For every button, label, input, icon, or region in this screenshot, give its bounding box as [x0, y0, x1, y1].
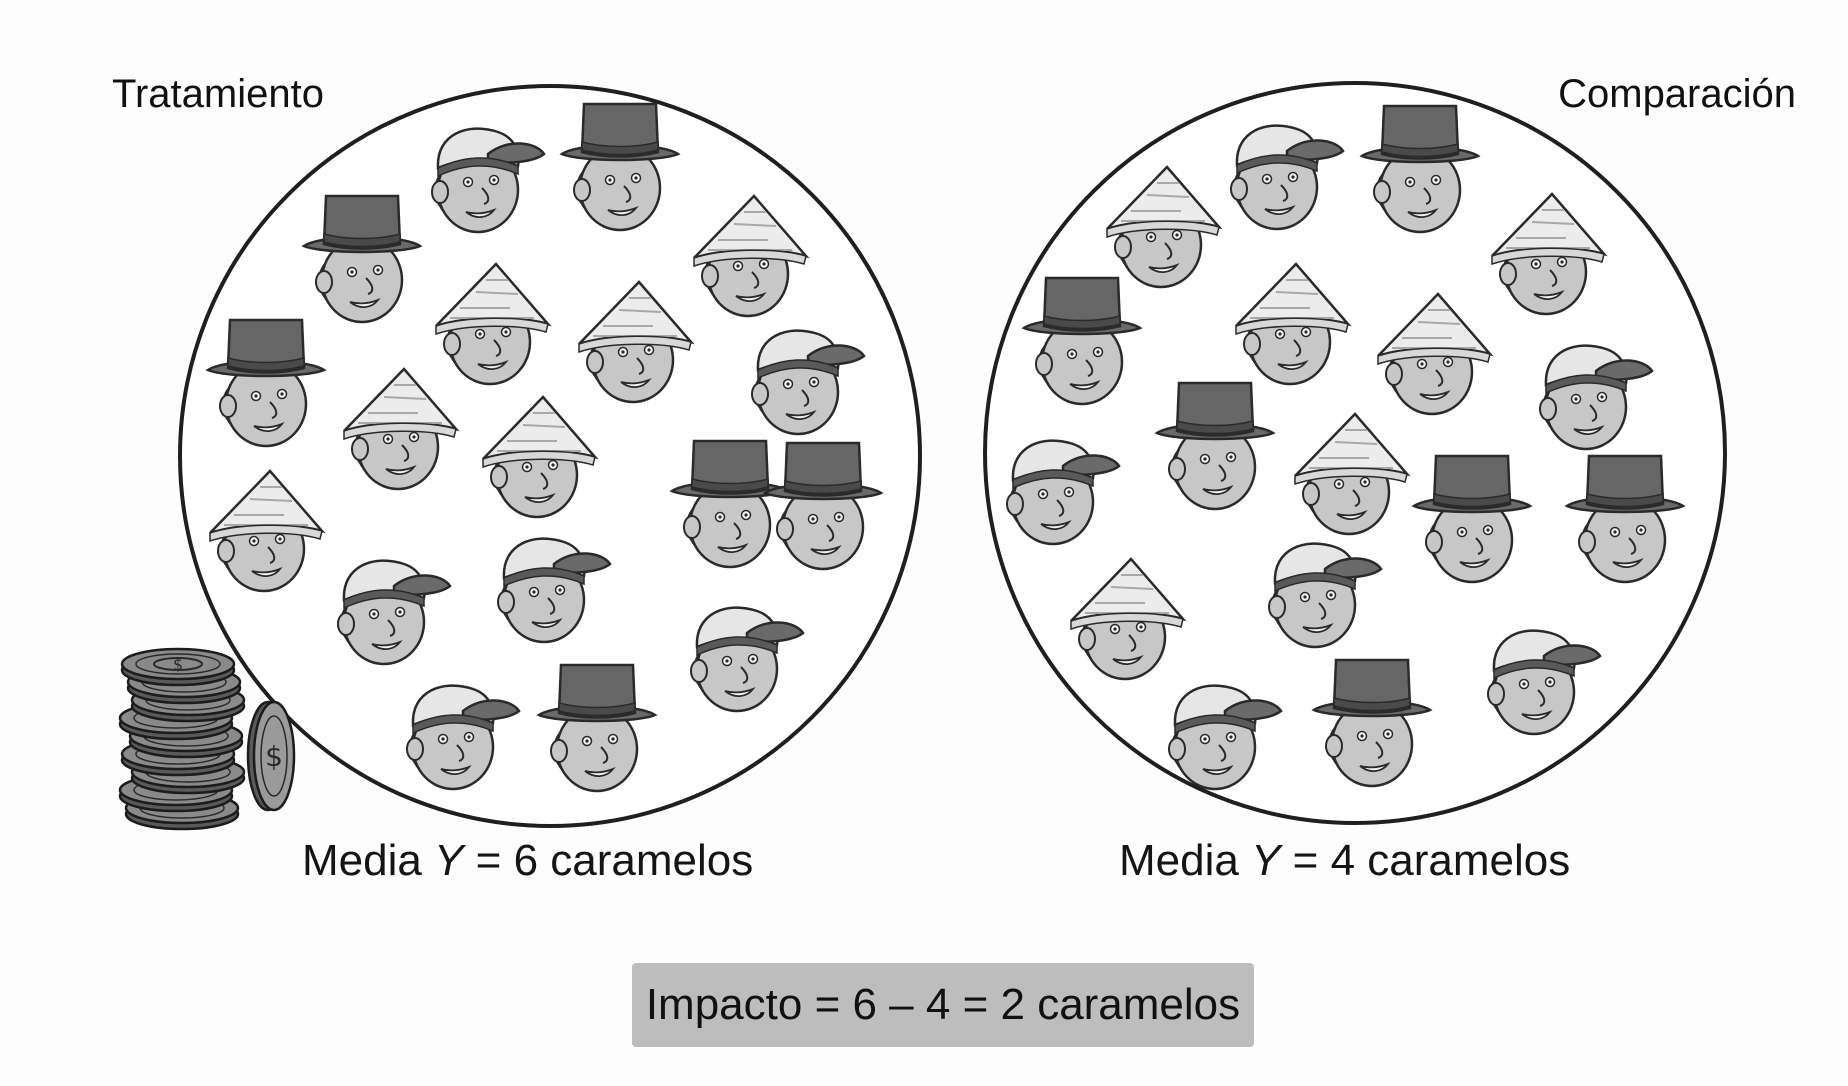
treatment-mean-label: Media Y = 6 caramelos: [302, 836, 753, 886]
comparison-mean-prefix: Media: [1119, 836, 1252, 885]
comparison-mean-value: = 4 caramelos: [1280, 836, 1571, 885]
svg-text:$: $: [173, 655, 183, 674]
impact-text: Impacto = 6 – 4 = 2 caramelos: [645, 980, 1241, 1029]
comparison-group-label: Comparación: [1558, 72, 1796, 116]
impact-box: Impacto = 6 – 4 = 2 caramelos: [632, 963, 1254, 1047]
coin-stack-icon: $ $: [118, 647, 296, 831]
treatment-mean-variable: Y: [434, 836, 464, 885]
comparison-mean-label: Media Y = 4 caramelos: [1119, 836, 1570, 886]
treatment-mean-value: = 6 caramelos: [463, 836, 754, 885]
comparison-mean-variable: Y: [1251, 836, 1281, 885]
svg-text:$: $: [265, 740, 283, 773]
treatment-group-label: Tratamiento: [112, 72, 324, 116]
treatment-mean-prefix: Media: [302, 836, 435, 885]
